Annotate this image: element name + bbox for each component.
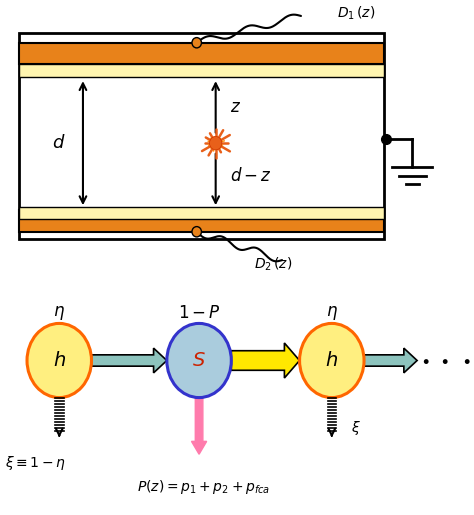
Text: $1-P$: $1-P$ <box>178 304 220 322</box>
Bar <box>19 210 384 232</box>
FancyArrow shape <box>91 348 167 373</box>
Ellipse shape <box>167 323 231 398</box>
Text: $P(z) = p_1 + p_2 + p_{fca}$: $P(z) = p_1 + p_2 + p_{fca}$ <box>137 478 271 495</box>
FancyArrow shape <box>231 343 300 378</box>
Bar <box>19 43 384 64</box>
FancyArrow shape <box>364 348 417 373</box>
Text: $z$: $z$ <box>230 98 241 115</box>
Text: $h$: $h$ <box>53 351 66 370</box>
Text: $D_2\,(z)$: $D_2\,(z)$ <box>254 255 292 273</box>
Bar <box>19 64 384 77</box>
Text: $h$: $h$ <box>325 351 338 370</box>
Ellipse shape <box>27 323 91 398</box>
Bar <box>19 33 384 239</box>
Bar <box>19 207 384 219</box>
Text: $\eta$: $\eta$ <box>53 304 65 322</box>
Circle shape <box>192 227 201 237</box>
Text: $\xi$: $\xi$ <box>351 420 361 437</box>
Text: $\xi \equiv 1-\eta$: $\xi \equiv 1-\eta$ <box>5 455 66 472</box>
FancyArrow shape <box>191 398 207 454</box>
Text: $\eta$: $\eta$ <box>326 304 338 322</box>
Text: $\bullet \ \bullet \ \bullet$: $\bullet \ \bullet \ \bullet$ <box>420 352 471 369</box>
Circle shape <box>210 136 222 150</box>
Circle shape <box>192 38 201 48</box>
Text: $S$: $S$ <box>192 351 206 370</box>
Ellipse shape <box>300 323 364 398</box>
Text: $d-z$: $d-z$ <box>230 167 272 185</box>
Text: $d$: $d$ <box>53 134 66 152</box>
Text: $D_1\,(z)$: $D_1\,(z)$ <box>337 4 375 22</box>
